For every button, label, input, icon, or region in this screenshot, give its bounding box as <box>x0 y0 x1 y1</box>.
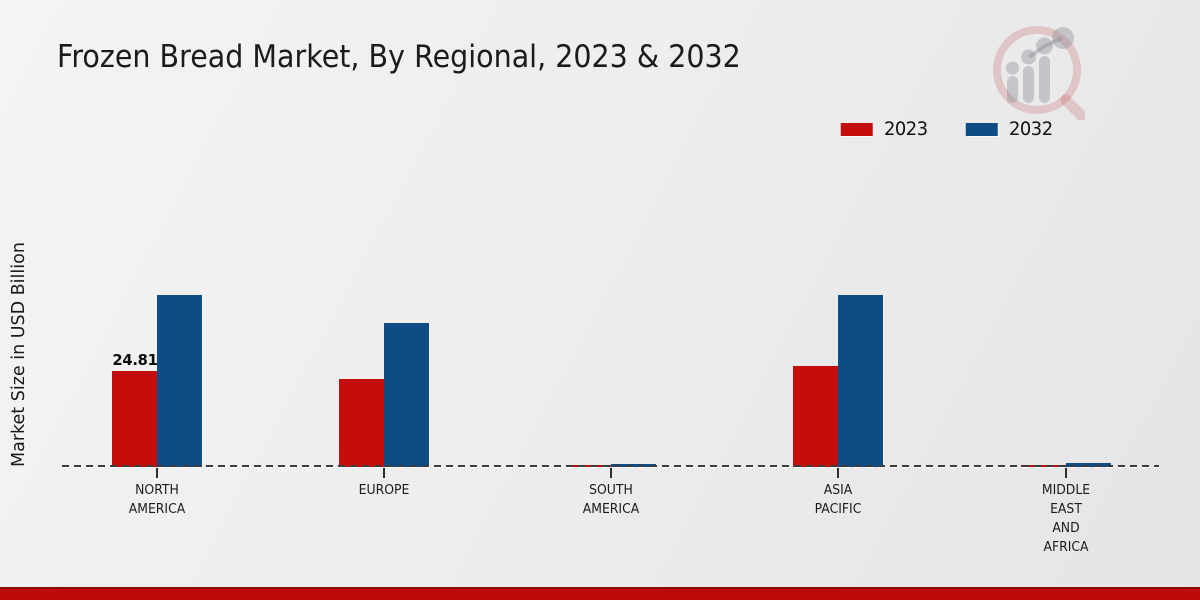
x-axis-tick <box>156 468 158 478</box>
bar-2032-asia-pacific <box>838 295 883 467</box>
x-label-middle-east-and-africa: MIDDLE EAST AND AFRICA <box>1041 482 1091 555</box>
legend-swatch-icon <box>840 122 873 136</box>
x-label-south-america: SOUTH AMERICA <box>582 482 640 517</box>
legend: 2023 2032 <box>838 118 1056 140</box>
bar-value-label: 24.81 <box>111 351 158 369</box>
bar-2032-north-america <box>157 295 202 467</box>
legend-label: 2023 <box>884 118 928 140</box>
x-label-europe: EUROPE <box>358 482 410 498</box>
bar-2023-asia-pacific <box>793 366 838 467</box>
x-label-asia-pacific: ASIA PACIFIC <box>814 482 862 517</box>
x-label-north-america: NORTH AMERICA <box>128 482 186 517</box>
x-axis-baseline <box>62 465 1159 468</box>
x-axis-tick <box>610 468 612 478</box>
legend-item-2023: 2023 <box>840 118 928 140</box>
x-axis-tick <box>1065 468 1067 478</box>
bar-2023-north-america <box>112 371 157 467</box>
x-axis-tick <box>383 468 385 478</box>
bar-2032-europe <box>384 323 429 467</box>
footer-accent-bar <box>0 587 1200 600</box>
market-research-future-logo-icon <box>993 26 1085 120</box>
bar-2023-europe <box>339 379 384 467</box>
x-axis-tick <box>837 468 839 478</box>
legend-item-2032: 2032 <box>966 118 1053 140</box>
chart-title: Frozen Bread Market, By Regional, 2023 &… <box>57 39 741 75</box>
legend-label: 2032 <box>1009 118 1053 140</box>
legend-swatch-icon <box>966 122 999 136</box>
